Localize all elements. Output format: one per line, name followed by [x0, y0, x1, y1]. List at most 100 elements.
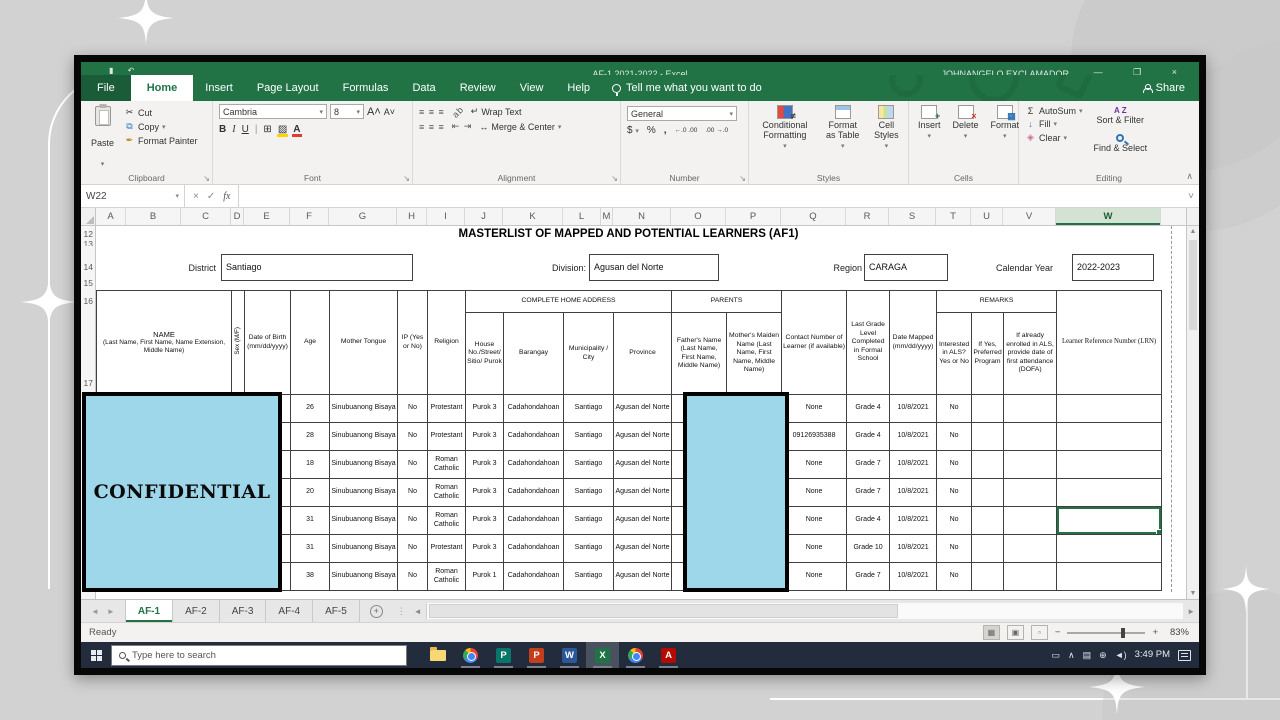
chrome-button[interactable]: [454, 642, 487, 668]
cell[interactable]: Roman Catholic: [427, 450, 466, 479]
header-province[interactable]: Province: [612, 312, 673, 395]
cell[interactable]: Grade 4: [846, 422, 891, 451]
cell[interactable]: Santiago: [563, 562, 614, 591]
cell[interactable]: 26: [290, 394, 330, 423]
cell[interactable]: Protestant: [427, 534, 466, 563]
cell[interactable]: Agusan del Norte: [612, 478, 673, 507]
col-header[interactable]: B: [126, 208, 181, 225]
header-contact[interactable]: Contact Number of Learner (if available): [781, 290, 848, 395]
col-header[interactable]: K: [503, 208, 563, 225]
cell[interactable]: No: [397, 534, 428, 563]
dialog-launcher-icon[interactable]: ↘: [611, 174, 618, 183]
cell[interactable]: Purok 3: [465, 506, 504, 535]
delete-cells-button[interactable]: × Delete ▾: [950, 104, 982, 170]
conditional-formatting-button[interactable]: ≠ Conditional Formatting ▾: [755, 104, 815, 170]
cell[interactable]: [1056, 422, 1163, 451]
cell[interactable]: Santiago: [563, 478, 614, 507]
cell[interactable]: Purok 3: [465, 450, 504, 479]
cell[interactable]: Agusan del Norte: [612, 534, 673, 563]
bold-button[interactable]: B: [219, 124, 227, 135]
cell[interactable]: [971, 394, 1005, 423]
vertical-scrollbar[interactable]: ▲ ▼: [1186, 226, 1199, 599]
cell[interactable]: 28: [290, 422, 330, 451]
tab-insert[interactable]: Insert: [205, 82, 233, 94]
cell[interactable]: [971, 534, 1005, 563]
enter-icon[interactable]: ✓: [206, 190, 216, 202]
excel-button[interactable]: X: [586, 642, 619, 668]
district-field[interactable]: Santiago: [221, 254, 413, 281]
cell[interactable]: [971, 450, 1005, 479]
insert-cells-button[interactable]: + Insert ▾: [915, 104, 944, 170]
col-header[interactable]: U: [971, 208, 1003, 225]
header-mother[interactable]: Mother's Maiden Name (Last Name, First N…: [726, 312, 783, 395]
cell[interactable]: No: [936, 506, 973, 535]
cell[interactable]: Cadahondahoan: [503, 506, 564, 535]
cell[interactable]: [1056, 562, 1163, 591]
cell[interactable]: 18: [290, 450, 330, 479]
scroll-right-icon[interactable]: ►: [1187, 606, 1195, 616]
cell[interactable]: [971, 422, 1005, 451]
start-button[interactable]: [81, 649, 111, 661]
col-header[interactable]: R: [846, 208, 889, 225]
header-dob[interactable]: Date of Birth (mm/dd/yyyy): [244, 290, 291, 395]
normal-view-icon[interactable]: ▦: [982, 625, 1000, 640]
page-break-view-icon[interactable]: ▫: [1030, 625, 1048, 640]
col-header[interactable]: I: [427, 208, 465, 225]
row-header[interactable]: 15: [83, 278, 93, 288]
col-header[interactable]: L: [563, 208, 601, 225]
cell[interactable]: [971, 506, 1005, 535]
cell[interactable]: No: [397, 506, 428, 535]
powerpoint-button[interactable]: P: [520, 642, 553, 668]
cell[interactable]: None: [781, 506, 848, 535]
underline-button[interactable]: U: [241, 124, 249, 135]
borders-button[interactable]: ⊞: [263, 124, 272, 135]
selected-cell-W22[interactable]: [1056, 506, 1163, 535]
cell[interactable]: Purok 3: [465, 394, 504, 423]
formula-bar-expand-icon[interactable]: ˅: [1188, 190, 1194, 202]
scroll-down-icon[interactable]: ▼: [1189, 590, 1197, 597]
cell[interactable]: Agusan del Norte: [612, 394, 673, 423]
window-controls[interactable]: — ❐ ×: [1093, 67, 1191, 75]
horizontal-align-icons[interactable]: ≡ ≡ ≡: [419, 121, 445, 132]
cell[interactable]: 10/8/2021: [889, 562, 938, 591]
cell[interactable]: Purok 3: [465, 478, 504, 507]
header-father[interactable]: Father's Name (Last Name, First Name, Mi…: [671, 312, 728, 395]
browser-button[interactable]: [619, 642, 652, 668]
cell[interactable]: Roman Catholic: [427, 506, 466, 535]
header-lrn[interactable]: Learner Reference Number (LRN): [1056, 290, 1163, 395]
format-cells-button[interactable]: ▦ Format ▾: [988, 104, 1023, 170]
cell[interactable]: Sinubuanong Bisaya: [329, 450, 398, 479]
vertical-align-icons[interactable]: ≡ ≡ ≡: [419, 106, 445, 117]
cut-button[interactable]: ✂ Cut: [125, 107, 153, 118]
col-header[interactable]: A: [96, 208, 126, 225]
sheet-tab-af2[interactable]: AF-2: [173, 600, 220, 622]
tab-page-layout[interactable]: Page Layout: [256, 82, 319, 94]
worksheet[interactable]: 12 13 14 15 16 17 18 19 20 21 22 23 24 M…: [81, 226, 1199, 599]
decrease-decimal-button[interactable]: .00 →.0: [705, 127, 729, 134]
cell[interactable]: Cadahondahoan: [503, 562, 564, 591]
col-header[interactable]: O: [671, 208, 726, 225]
cell[interactable]: Purok 3: [465, 422, 504, 451]
cell[interactable]: Agusan del Norte: [612, 562, 673, 591]
cell[interactable]: Santiago: [563, 450, 614, 479]
merge-center-button[interactable]: ↔ Merge & Center ▾: [479, 121, 562, 132]
format-painter-button[interactable]: ✒ Format Painter: [125, 135, 198, 146]
shrink-font-icon[interactable]: A˅: [383, 106, 396, 117]
cell[interactable]: [1003, 422, 1058, 451]
font-size-combobox[interactable]: 8 ▾: [330, 104, 364, 119]
col-header[interactable]: J: [465, 208, 503, 225]
cell[interactable]: Sinubuanong Bisaya: [329, 562, 398, 591]
publisher-button[interactable]: P: [487, 642, 520, 668]
col-header[interactable]: T: [936, 208, 971, 225]
cell[interactable]: No: [397, 450, 428, 479]
cell[interactable]: Sinubuanong Bisaya: [329, 478, 398, 507]
region-field[interactable]: CARAGA: [864, 254, 948, 281]
cell[interactable]: Santiago: [563, 534, 614, 563]
taskbar-clock[interactable]: 3:49 PM: [1134, 649, 1170, 661]
cell[interactable]: 10/8/2021: [889, 534, 938, 563]
tab-view[interactable]: View: [519, 82, 544, 94]
cell[interactable]: None: [781, 562, 848, 591]
header-ip[interactable]: IP (Yes or No): [397, 290, 428, 395]
tray-volume-icon[interactable]: ◄): [1114, 650, 1127, 660]
sheet-tab-af5[interactable]: AF-5: [313, 600, 360, 622]
